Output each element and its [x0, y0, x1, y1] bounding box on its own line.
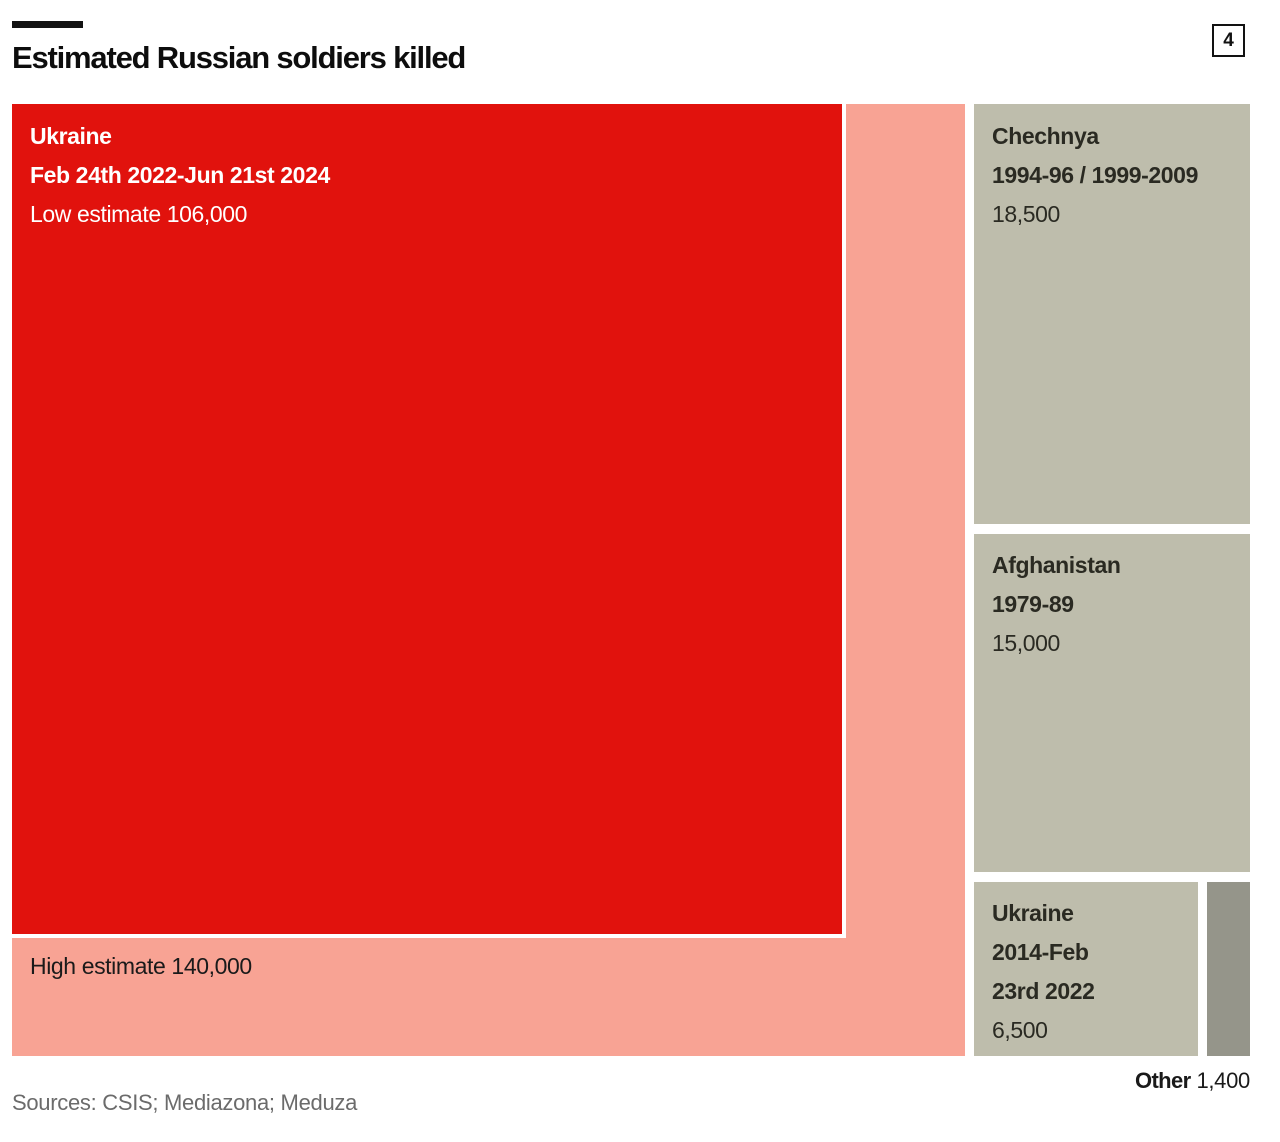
label-afghanistan: Afghanistan 1979-89 15,000: [992, 546, 1121, 663]
label-chechnya-value: 18,500: [992, 201, 1060, 227]
source-note: Sources: CSIS; Mediazona; Meduza: [12, 1090, 358, 1115]
chart-title: Estimated Russian soldiers killed: [12, 40, 466, 75]
treemap-rect-chechnya: [974, 104, 1250, 524]
label-ukraine-2014: Ukraine 2014-Feb 23rd 2022 6,500: [992, 894, 1095, 1050]
treemap-rect-other: [1207, 882, 1250, 1056]
label-ukraine-2022-low: Low estimate 106,000: [30, 195, 330, 234]
label-ukraine-2022-period: Feb 24th 2022-Jun 21st 2024: [30, 162, 330, 188]
label-chechnya-name: Chechnya: [992, 123, 1099, 149]
label-ukraine-2014-period-line1: 2014-Feb: [992, 939, 1089, 965]
treemap-rect-afghanistan: [974, 534, 1250, 872]
label-ukraine-2022-high: High estimate 140,000: [30, 947, 252, 986]
label-other: Other 1,400: [1135, 1068, 1250, 1094]
label-afghanistan-value: 15,000: [992, 630, 1060, 656]
label-afghanistan-name: Afghanistan: [992, 552, 1121, 578]
label-other-name: Other: [1134, 1068, 1191, 1093]
low-estimate-label: Low estimate: [30, 201, 161, 227]
header-accent-bar: [12, 21, 83, 28]
label-ukraine-2014-name: Ukraine: [992, 900, 1074, 926]
chart-number-badge: 4: [1212, 24, 1245, 57]
label-chechnya-period: 1994-96 / 1999-2009: [992, 162, 1198, 188]
low-estimate-value: 106,000: [166, 201, 248, 227]
label-ukraine-2022-name: Ukraine: [30, 123, 112, 149]
label-ukraine-2014-period-line2: 23rd 2022: [992, 978, 1095, 1004]
high-estimate-value: 140,000: [171, 953, 252, 979]
treemap-rect-ukraine-2014: [974, 882, 1198, 1056]
label-ukraine-2014-value: 6,500: [992, 1017, 1048, 1043]
label-ukraine-2022: Ukraine Feb 24th 2022-Jun 21st 2024 Low …: [30, 117, 330, 234]
high-estimate-label: High estimate: [30, 953, 166, 979]
label-afghanistan-period: 1979-89: [992, 591, 1074, 617]
label-chechnya: Chechnya 1994-96 / 1999-2009 18,500: [992, 117, 1198, 234]
label-other-value: 1,400: [1196, 1068, 1250, 1093]
treemap-rect-ukraine-2022-low: [12, 104, 846, 938]
